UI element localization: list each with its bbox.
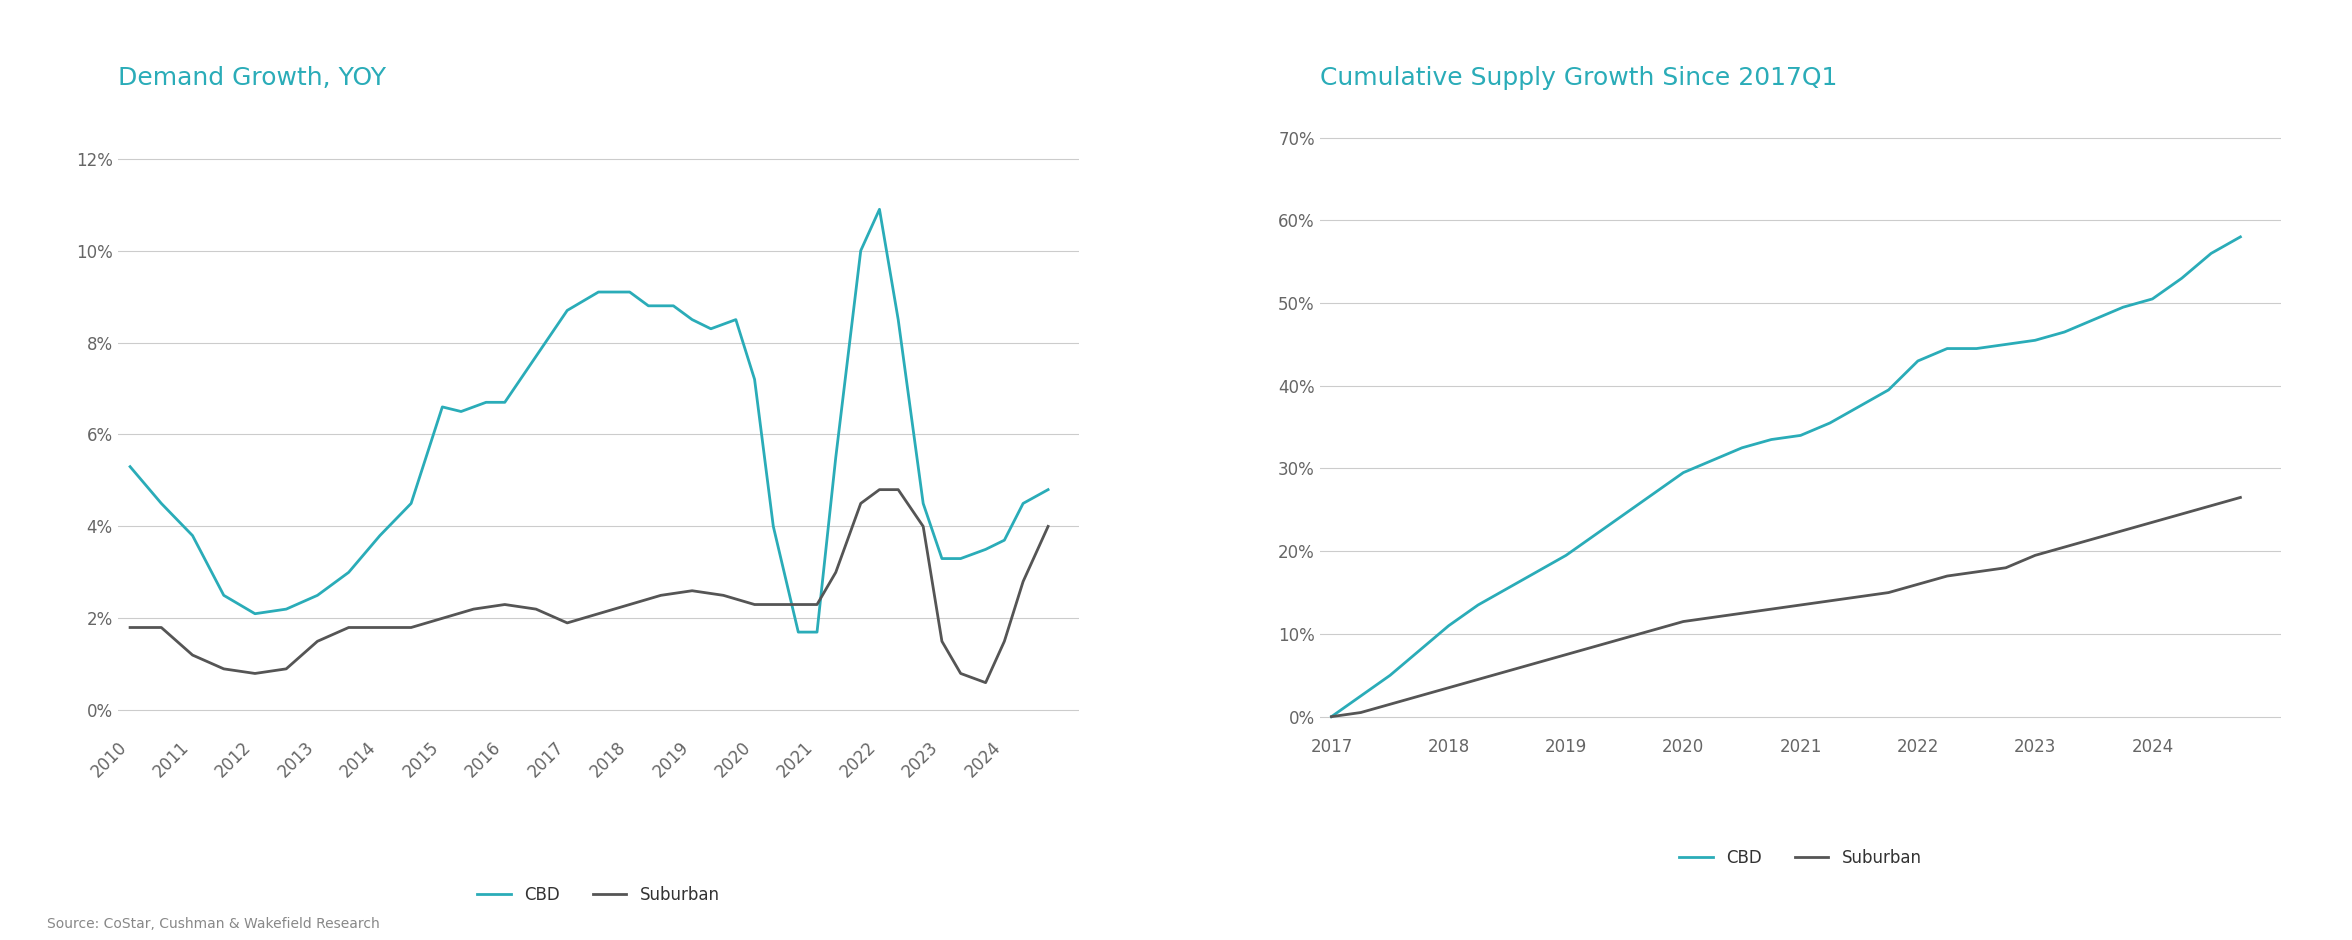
CBD — [910, 498, 938, 509]
CBD — [115, 461, 143, 472]
CBD — [367, 530, 395, 541]
Suburban — [971, 677, 1000, 688]
CBD — [428, 401, 456, 413]
Suburban — [148, 622, 176, 634]
Suburban — [583, 608, 612, 619]
CBD — [273, 603, 301, 615]
Suburban — [367, 622, 395, 634]
CBD — [760, 521, 788, 532]
CBD — [884, 314, 913, 325]
CBD — [473, 397, 501, 408]
Suburban — [927, 635, 955, 647]
CBD — [677, 314, 706, 325]
Line: CBD: CBD — [129, 210, 1049, 632]
CBD — [971, 543, 1000, 555]
Suburban — [492, 599, 520, 610]
CBD — [821, 452, 849, 463]
CBD — [209, 589, 238, 601]
Suburban — [821, 567, 849, 578]
CBD — [148, 498, 176, 509]
Suburban — [459, 603, 487, 615]
Suburban — [240, 667, 268, 679]
Suburban — [428, 613, 456, 624]
Suburban — [677, 585, 706, 596]
Suburban — [1009, 576, 1037, 588]
CBD — [783, 626, 811, 637]
CBD — [696, 323, 724, 335]
Suburban — [616, 599, 644, 610]
CBD — [635, 300, 663, 311]
Line: Suburban: Suburban — [129, 490, 1049, 682]
Suburban — [553, 618, 581, 629]
CBD — [553, 305, 581, 316]
Suburban — [303, 635, 332, 647]
Text: Demand Growth, YOY: Demand Growth, YOY — [118, 66, 386, 90]
CBD — [866, 204, 894, 215]
Suburban — [522, 603, 550, 615]
CBD — [1035, 484, 1063, 495]
CBD — [492, 397, 520, 408]
Suburban — [760, 599, 788, 610]
Suburban — [866, 484, 894, 495]
CBD — [397, 498, 426, 509]
Suburban — [946, 667, 974, 679]
Suburban — [334, 622, 362, 634]
CBD — [522, 351, 550, 362]
Suburban — [115, 622, 143, 634]
CBD — [179, 530, 207, 541]
CBD — [741, 374, 769, 385]
Suburban — [1035, 521, 1063, 532]
Legend: CBD, Suburban: CBD, Suburban — [470, 880, 727, 911]
Suburban — [209, 664, 238, 675]
Legend: CBD, Suburban: CBD, Suburban — [1672, 842, 1929, 874]
CBD — [722, 314, 750, 325]
CBD — [802, 626, 830, 637]
Suburban — [847, 498, 875, 509]
Text: Source: CoStar, Cushman & Wakefield Research: Source: CoStar, Cushman & Wakefield Rese… — [47, 916, 379, 931]
CBD — [946, 553, 974, 564]
Suburban — [910, 521, 938, 532]
CBD — [303, 589, 332, 601]
Suburban — [741, 599, 769, 610]
CBD — [334, 567, 362, 578]
Suburban — [397, 622, 426, 634]
CBD — [990, 535, 1018, 546]
CBD — [616, 287, 644, 298]
Suburban — [990, 635, 1018, 647]
CBD — [847, 245, 875, 257]
CBD — [447, 406, 475, 417]
Suburban — [179, 650, 207, 661]
Suburban — [710, 589, 739, 601]
CBD — [583, 287, 612, 298]
Suburban — [884, 484, 913, 495]
CBD — [659, 300, 687, 311]
CBD — [927, 553, 955, 564]
Suburban — [783, 599, 811, 610]
Suburban — [647, 589, 675, 601]
Suburban — [273, 664, 301, 675]
CBD — [240, 608, 268, 619]
CBD — [1009, 498, 1037, 509]
Suburban — [802, 599, 830, 610]
Text: Cumulative Supply Growth Since 2017Q1: Cumulative Supply Growth Since 2017Q1 — [1319, 66, 1837, 90]
